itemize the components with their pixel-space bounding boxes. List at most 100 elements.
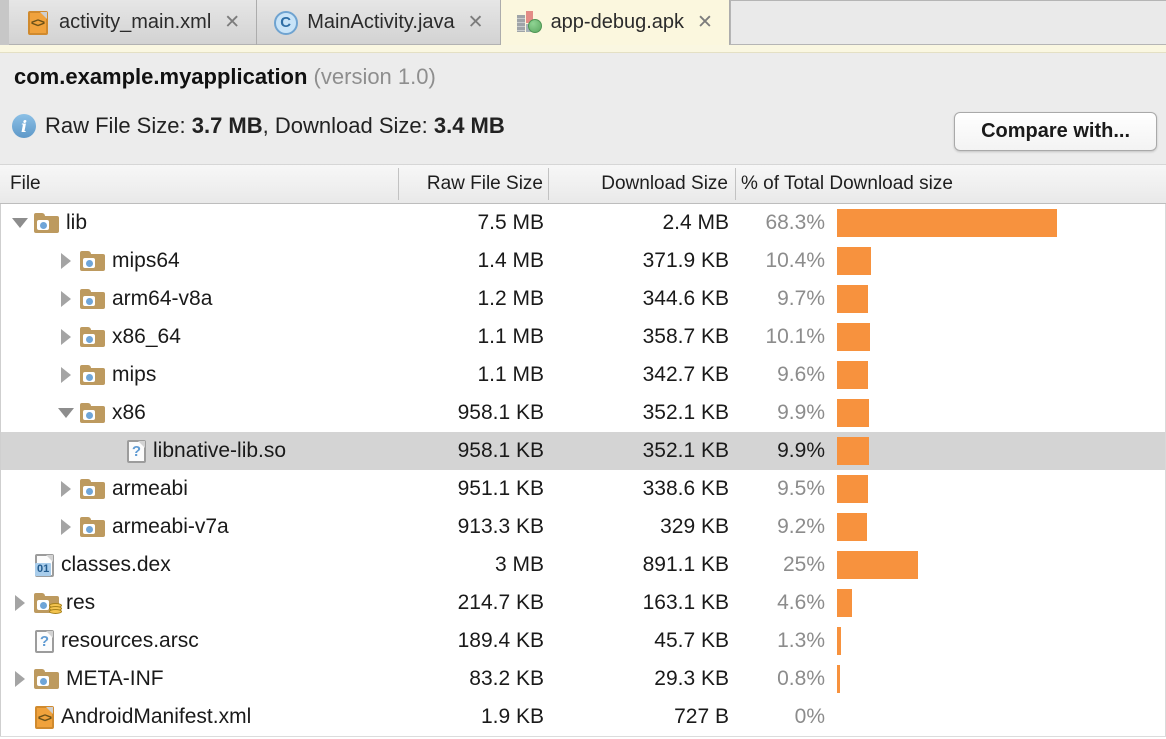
percent-bar <box>837 627 842 655</box>
percent-cell: 9.7% <box>777 287 825 310</box>
percent-bar <box>837 209 1057 237</box>
expand-toggle-icon[interactable] <box>55 481 77 497</box>
expand-toggle-icon[interactable] <box>55 519 77 535</box>
download-size-cell: 163.1 KB <box>642 591 729 614</box>
unknown-file-icon: ? <box>35 629 54 653</box>
java-class-icon: C <box>273 10 298 35</box>
tab-mainactivity-java[interactable]: C MainActivity.java ✕ <box>257 0 501 45</box>
raw-size-cell: 958.1 KB <box>457 439 544 462</box>
download-size-cell: 2.4 MB <box>662 211 729 234</box>
file-cell: ? resources.arsc <box>1 622 199 660</box>
bottom-border <box>0 736 1166 737</box>
table-row[interactable]: 01 classes.dex 3 MB 891.1 KB 25% <box>1 546 1165 584</box>
table-row[interactable]: ? resources.arsc 189.4 KB 45.7 KB 1.3% <box>1 622 1165 660</box>
table-row[interactable]: ? libnative-lib.so 958.1 KB 352.1 KB 9.9… <box>1 432 1165 470</box>
file-cell: arm64-v8a <box>1 280 212 318</box>
column-header-percent-of-total[interactable]: % of Total Download size <box>741 173 953 194</box>
package-version: (version 1.0) <box>307 64 436 89</box>
percent-bar-track <box>837 361 1163 389</box>
folder-icon <box>34 669 59 689</box>
active-tab-strip <box>0 45 1166 53</box>
percent-bar <box>837 285 869 313</box>
percent-bar <box>837 475 868 503</box>
close-icon[interactable]: ✕ <box>224 12 241 33</box>
percent-bar-track <box>837 551 1163 579</box>
tab-activity-main-xml[interactable]: <> activity_main.xml ✕ <box>9 0 258 45</box>
apk-icon <box>516 10 542 35</box>
percent-cell: 9.6% <box>777 363 825 386</box>
column-header-download-size[interactable]: Download Size <box>601 173 728 194</box>
percent-cell: 0.8% <box>777 667 825 690</box>
file-cell: armeabi <box>1 470 188 508</box>
percent-cell: 1.3% <box>777 629 825 652</box>
close-icon[interactable]: ✕ <box>697 12 713 33</box>
tab-app-debug-apk[interactable]: app-debug.apk ✕ <box>500 0 730 45</box>
download-size-cell: 352.1 KB <box>642 439 729 462</box>
percent-bar <box>837 513 867 541</box>
compare-with-button[interactable]: Compare with... <box>954 112 1157 151</box>
percent-bar-track <box>837 627 1163 655</box>
expand-toggle-icon[interactable] <box>55 291 77 307</box>
expand-toggle-icon[interactable] <box>9 595 31 611</box>
download-size-cell: 352.1 KB <box>642 401 729 424</box>
table-row[interactable]: res 214.7 KB 163.1 KB 4.6% <box>1 584 1165 622</box>
table-row[interactable]: lib 7.5 MB 2.4 MB 68.3% <box>1 204 1165 242</box>
folder-icon <box>80 289 105 309</box>
tab-label: app-debug.apk <box>550 11 685 33</box>
table-row[interactable]: armeabi 951.1 KB 338.6 KB 9.5% <box>1 470 1165 508</box>
expand-toggle-icon[interactable] <box>9 671 31 687</box>
info-icon: i <box>12 114 36 138</box>
raw-size-cell: 3 MB <box>494 553 544 576</box>
file-name: AndroidManifest.xml <box>61 705 252 728</box>
collapse-toggle-icon[interactable] <box>9 218 31 228</box>
percent-cell: 68.3% <box>765 211 825 234</box>
table-row[interactable]: mips64 1.4 MB 371.9 KB 10.4% <box>1 242 1165 280</box>
xml-file-icon: <> <box>35 705 54 729</box>
percent-bar-track <box>837 589 1163 617</box>
file-cell: META-INF <box>1 660 164 698</box>
file-cell: 01 classes.dex <box>1 546 171 584</box>
percent-bar-track <box>837 323 1163 351</box>
column-divider[interactable] <box>735 168 736 200</box>
column-header-raw-file-size[interactable]: Raw File Size <box>426 173 543 194</box>
folder-icon <box>80 327 105 347</box>
percent-cell: 4.6% <box>777 591 825 614</box>
collapse-toggle-icon[interactable] <box>55 408 77 418</box>
file-name: armeabi <box>112 477 188 500</box>
file-name: armeabi-v7a <box>112 515 229 538</box>
raw-size-cell: 913.3 KB <box>457 515 544 538</box>
percent-bar <box>837 437 869 465</box>
size-summary: i Raw File Size: 3.7 MB, Download Size: … <box>12 113 505 139</box>
table-row[interactable]: x86 958.1 KB 352.1 KB 9.9% <box>1 394 1165 432</box>
expand-toggle-icon[interactable] <box>55 253 77 269</box>
file-name: libnative-lib.so <box>153 439 287 462</box>
download-size-cell: 344.6 KB <box>642 287 729 310</box>
expand-toggle-icon[interactable] <box>55 367 77 383</box>
table-row[interactable]: <> AndroidManifest.xml 1.9 KB 727 B 0% <box>1 698 1165 736</box>
table-row[interactable]: mips 1.1 MB 342.7 KB 9.6% <box>1 356 1165 394</box>
percent-bar <box>837 361 868 389</box>
apk-info-header: com.example.myapplication (version 1.0) … <box>0 53 1166 164</box>
download-size-cell: 727 B <box>674 705 729 728</box>
table-row[interactable]: arm64-v8a 1.2 MB 344.6 KB 9.7% <box>1 280 1165 318</box>
column-divider[interactable] <box>548 168 549 200</box>
raw-size-cell: 1.4 MB <box>477 249 544 272</box>
folder-icon <box>80 517 105 537</box>
table-row[interactable]: x86_64 1.1 MB 358.7 KB 10.1% <box>1 318 1165 356</box>
column-header-file[interactable]: File <box>10 173 41 194</box>
dex-file-icon: 01 <box>35 553 54 577</box>
table-row[interactable]: META-INF 83.2 KB 29.3 KB 0.8% <box>1 660 1165 698</box>
percent-bar-track <box>837 665 1163 693</box>
close-icon[interactable]: ✕ <box>467 12 484 33</box>
download-size-cell: 45.7 KB <box>654 629 729 652</box>
expand-toggle-icon[interactable] <box>55 329 77 345</box>
raw-size-cell: 1.2 MB <box>477 287 544 310</box>
file-table-body: lib 7.5 MB 2.4 MB 68.3% mips64 1.4 MB 37… <box>0 204 1166 737</box>
file-name: META-INF <box>66 667 164 690</box>
folder-icon <box>34 213 59 233</box>
column-divider[interactable] <box>398 168 399 200</box>
raw-size-cell: 951.1 KB <box>457 477 544 500</box>
raw-file-size-value: 3.7 MB <box>191 113 263 138</box>
file-cell: x86_64 <box>1 318 181 356</box>
table-row[interactable]: armeabi-v7a 913.3 KB 329 KB 9.2% <box>1 508 1165 546</box>
